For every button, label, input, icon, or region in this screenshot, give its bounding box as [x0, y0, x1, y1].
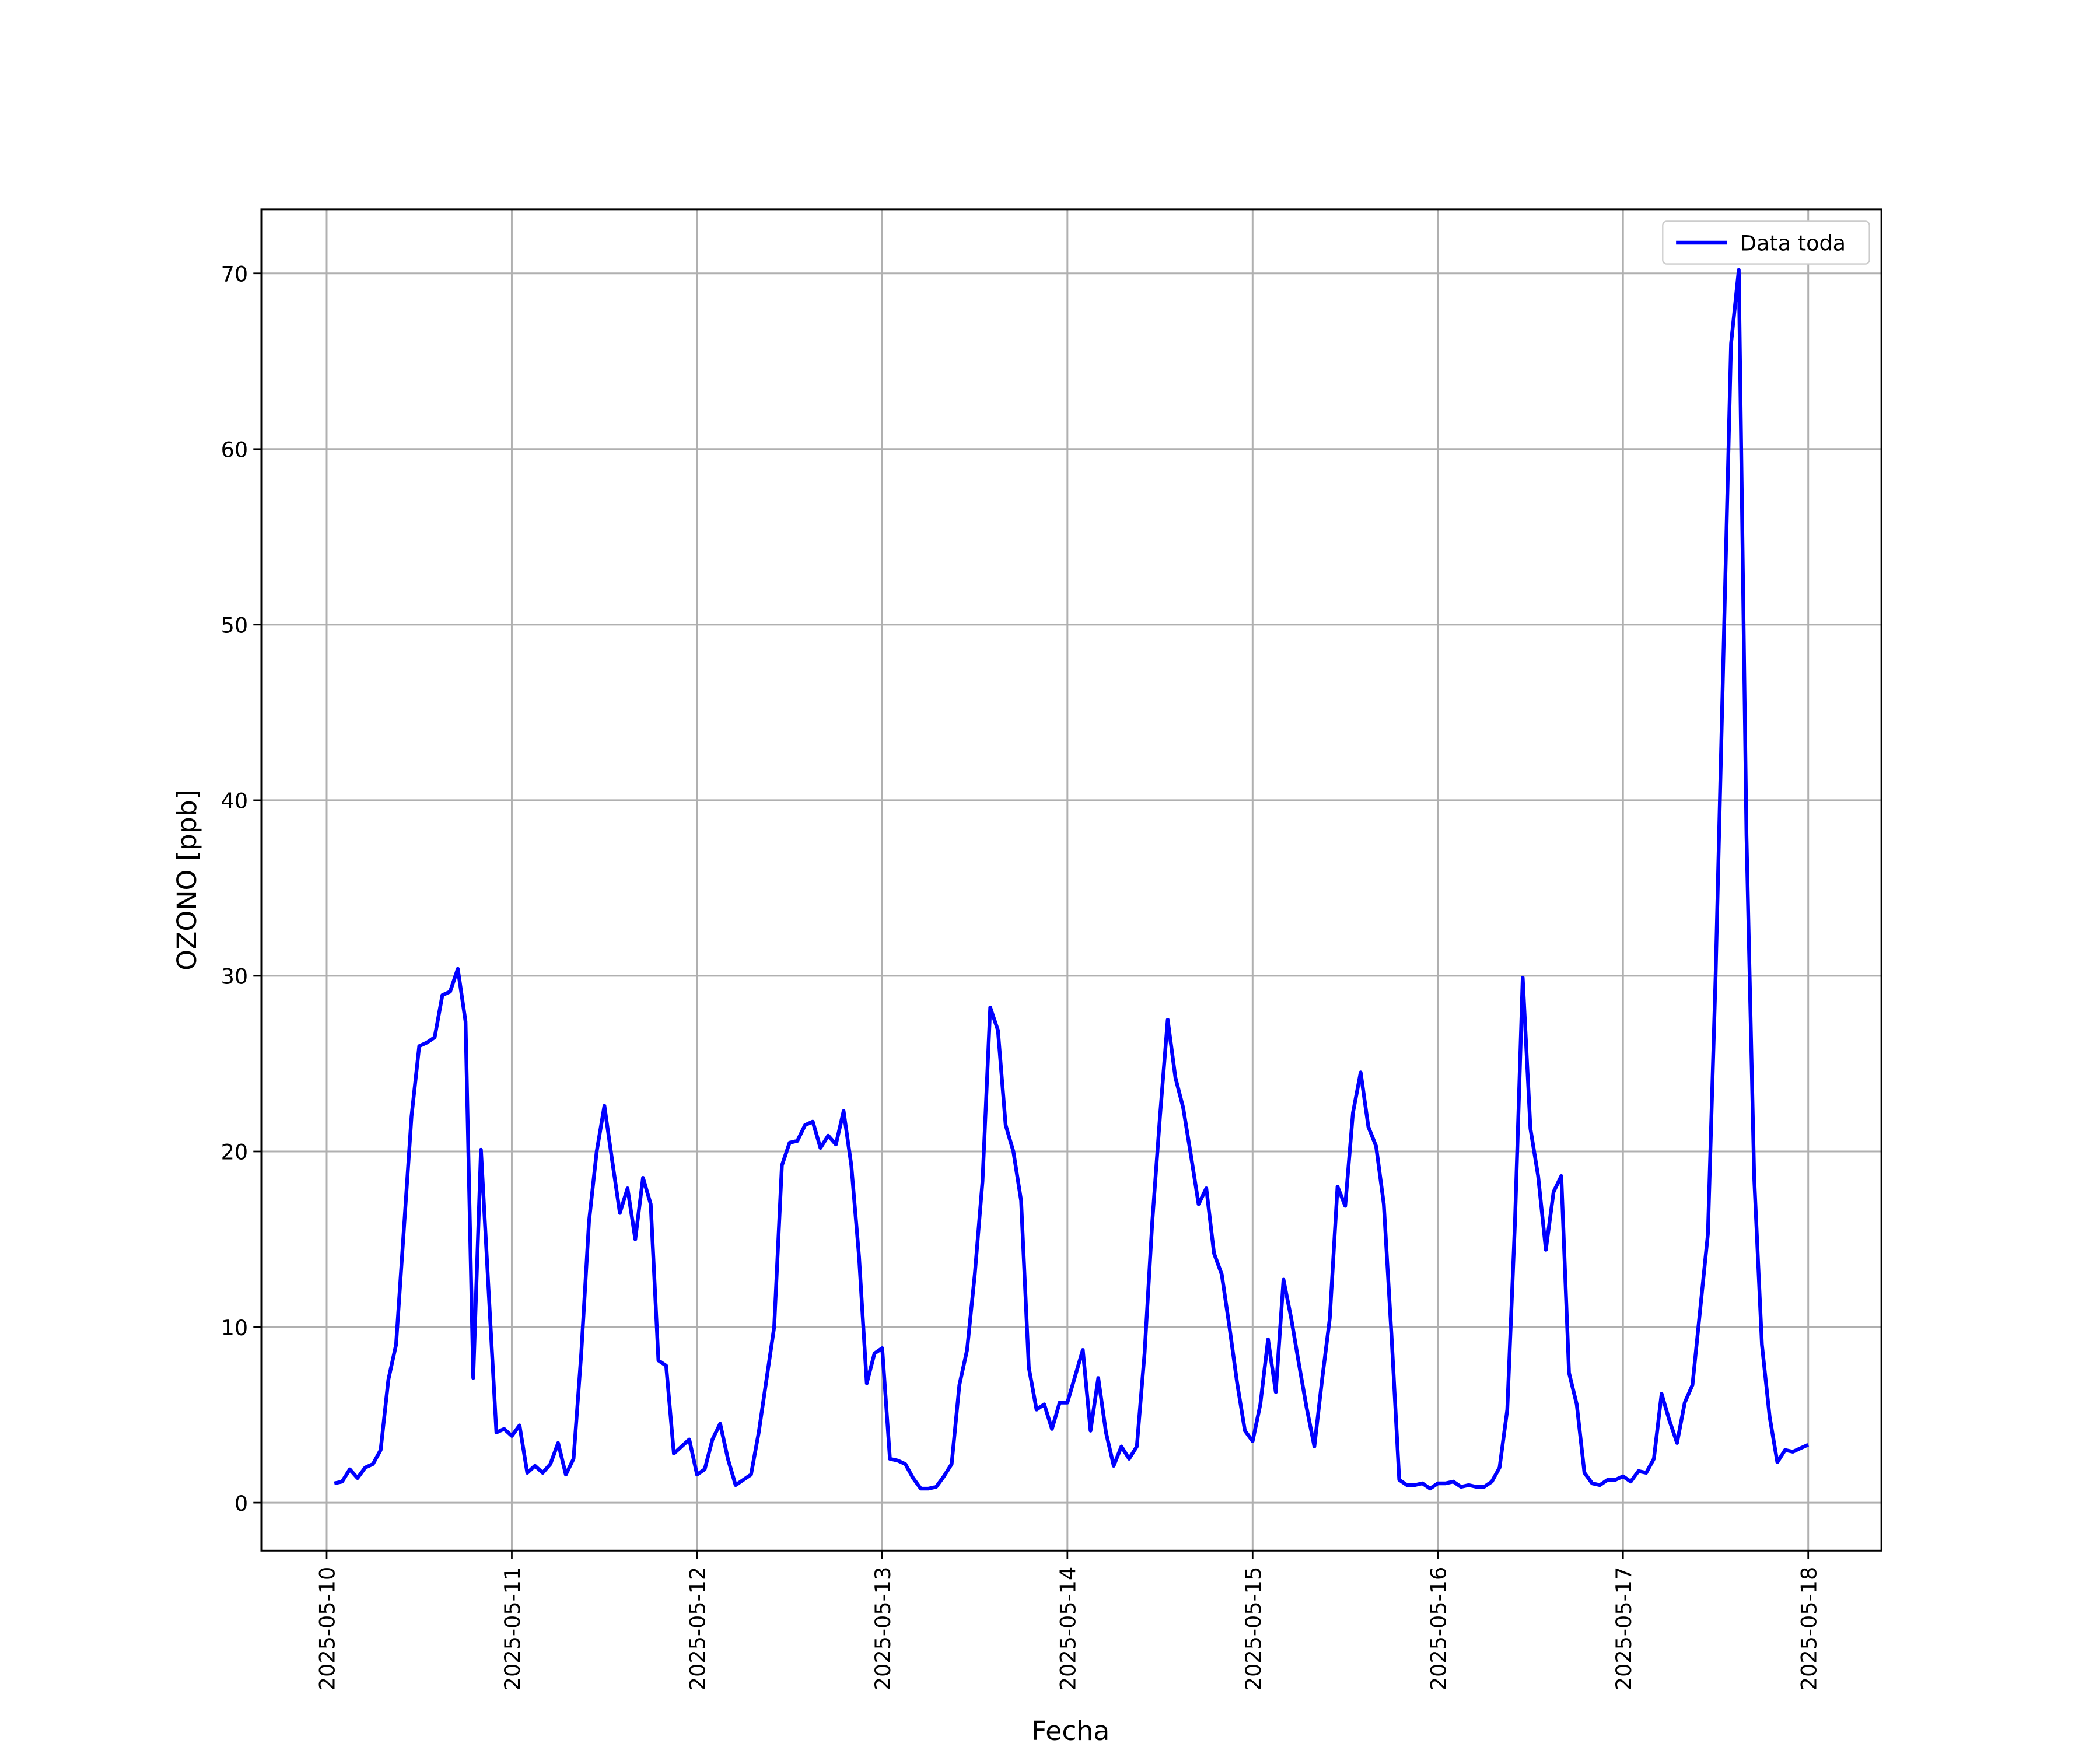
x-tick-label: 2025-05-11 [500, 1567, 525, 1690]
x-tick-label: 2025-05-17 [1611, 1567, 1636, 1690]
y-tick-label: 70 [221, 261, 249, 286]
x-tick-label: 2025-05-15 [1241, 1567, 1266, 1690]
x-tick-label: 2025-05-18 [1796, 1567, 1821, 1690]
y-tick-label: 10 [221, 1315, 249, 1340]
data-line [334, 268, 1810, 1491]
legend-label: Data toda [1740, 231, 1846, 256]
x-tick-label: 2025-05-10 [315, 1567, 340, 1690]
y-axis-label: OZONO [ppb] [172, 789, 202, 971]
y-tick-label: 20 [221, 1140, 249, 1165]
x-tick-label: 2025-05-13 [870, 1567, 895, 1690]
plot-frame [260, 208, 1882, 1552]
y-tick-label: 40 [221, 789, 249, 814]
y-tick-label: 30 [221, 964, 249, 989]
x-tick-label: 2025-05-12 [685, 1567, 710, 1690]
legend-box [1662, 220, 1870, 265]
y-tick-label: 60 [221, 438, 249, 463]
y-tick-label: 50 [221, 613, 249, 638]
x-tick-label: 2025-05-16 [1426, 1567, 1451, 1690]
y-tick-label: 0 [235, 1491, 248, 1516]
x-axis-label: Fecha [1031, 1716, 1110, 1746]
x-tick-label: 2025-05-14 [1056, 1567, 1081, 1690]
